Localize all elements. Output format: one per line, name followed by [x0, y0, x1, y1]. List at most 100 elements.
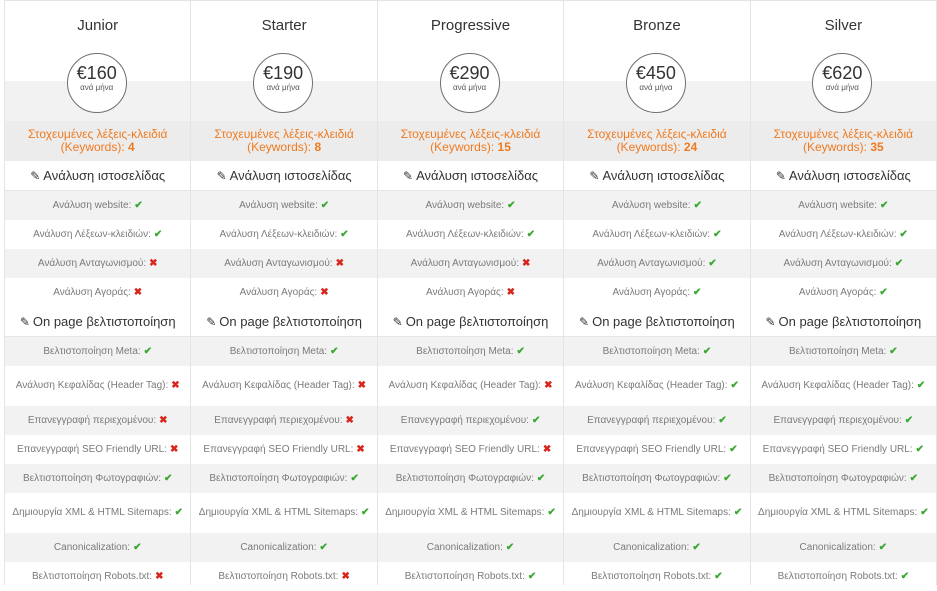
- check-icon: ✔: [714, 570, 723, 582]
- feature-label: Ανάλυση Λέξεων-κλειδιών:: [592, 228, 711, 240]
- feature-text: Επανεγγραφή SEO Friendly URL: ✖: [203, 444, 364, 456]
- plan-name: Progressive: [430, 17, 511, 34]
- feature-text: Βελτιστοποίηση Meta: ✔: [416, 346, 525, 358]
- feature-text: Ανάλυση Ανταγωνισμού: ✖: [224, 258, 344, 270]
- edit-icon: ✎: [392, 314, 403, 329]
- check-icon: ✔: [713, 228, 722, 240]
- check-icon: ✔: [909, 472, 919, 484]
- keywords-row: Στοχευμένες λέξεις-κλειδιά (Keywords): 3…: [750, 121, 937, 161]
- edit-icon: ✎: [403, 168, 414, 183]
- keywords-row: Στοχευμένες λέξεις-κλειδιά (Keywords): 1…: [377, 121, 564, 161]
- plan-name: Starter: [261, 17, 307, 34]
- feature-row: Επανεγγραφή SEO Friendly URL: ✖: [377, 435, 564, 464]
- plan-column-junior: Junior €160 ανά μήνα Στοχευμένες λέξεις-…: [4, 0, 192, 591]
- feature-label: Ανάλυση Λέξεων-κλειδιών:: [405, 228, 524, 240]
- feature-row: Βελτιστοποίηση Robots.txt: ✖: [5, 562, 191, 591]
- feature-label: Βελτιστοποίηση Robots.txt:: [591, 570, 712, 582]
- feature-text: Ανάλυση Ανταγωνισμού: ✖: [38, 258, 158, 270]
- keywords-text: Στοχευμένες λέξεις-κλειδιά (Keywords): 3…: [755, 128, 932, 154]
- feature-text: Δημιουργία XML & HTML Sitemaps: ✔: [385, 507, 556, 519]
- feature-label: Ανάλυση Αγοράς:: [53, 286, 131, 298]
- feature-label: Βελτιστοποίηση Φωτογραφιών:: [768, 472, 907, 484]
- feature-row: Canonicalization: ✔: [377, 533, 564, 562]
- feature-row: Βελτιστοποίηση Meta: ✔: [5, 337, 191, 366]
- feature-text: Ανάλυση Κεφαλίδας (Header Tag): ✖: [202, 380, 366, 392]
- feature-row: Ανάλυση Λέξεων-κλειδιών: ✔: [750, 220, 937, 249]
- feature-text: Ανάλυση website: ✔: [425, 200, 515, 212]
- section-title: On page βελτιστοποίηση: [405, 313, 549, 329]
- feature-label: Βελτιστοποίηση Meta:: [229, 345, 328, 357]
- edit-icon: ✎: [30, 168, 41, 183]
- feature-text: Βελτιστοποίηση Robots.txt: ✔: [405, 571, 537, 583]
- feature-label: Επανεγγραφή περιεχομένου:: [773, 414, 902, 426]
- feature-text: Ανάλυση Λέξεων-κλειδιών: ✔: [33, 229, 162, 241]
- feature-label: Βελτιστοποίηση Meta:: [416, 345, 514, 357]
- plan-price: €450: [635, 63, 676, 83]
- feature-text: Επανεγγραφή περιεχομένου: ✖: [28, 415, 168, 427]
- feature-row: Ανάλυση Κεφαλίδας (Header Tag): ✖: [5, 366, 191, 406]
- price-band: €160 ανά μήνα: [5, 53, 191, 121]
- feature-label: Επανεγγραφή περιεχομένου:: [27, 414, 157, 426]
- feature-label: Ανάλυση website:: [798, 199, 877, 211]
- feature-row: Επανεγγραφή SEO Friendly URL: ✔: [564, 435, 750, 464]
- feature-text: Επανεγγραφή SEO Friendly URL: ✖: [17, 444, 178, 456]
- feature-text: Δημιουργία XML & HTML Sitemaps: ✔: [12, 507, 183, 519]
- price-period: ανά μήνα: [825, 83, 859, 92]
- feature-text: Canonicalization: ✔: [427, 542, 515, 554]
- feature-row: Ανάλυση Αγοράς: ✖: [191, 278, 377, 307]
- feature-text: Ανάλυση website: ✔: [798, 200, 888, 212]
- feature-text: Ανάλυση Λέξεων-κλειδιών: ✔: [220, 229, 349, 241]
- feature-row: Ανάλυση Κεφαλίδας (Header Tag): ✔: [750, 366, 937, 406]
- feature-row: Ανάλυση Ανταγωνισμού: ✖: [377, 249, 564, 278]
- plan-column-silver: Silver €620 ανά μήνα Στοχευμένες λέξεις-…: [750, 0, 937, 591]
- feature-label: Δημιουργία XML & HTML Sitemaps:: [758, 507, 918, 518]
- section-on-page: ✎ On page βελτιστοποίηση: [191, 307, 377, 337]
- feature-label: Ανάλυση website:: [239, 199, 318, 211]
- feature-row: Επανεγγραφή SEO Friendly URL: ✖: [5, 435, 191, 464]
- feature-row: Ανάλυση website: ✔: [750, 191, 937, 220]
- feature-text: Βελτιστοποίηση Meta: ✔: [43, 346, 152, 358]
- feature-text: Δημιουργία XML & HTML Sitemaps: ✔: [758, 507, 929, 519]
- feature-row: Ανάλυση Λέξεων-κλειδιών: ✔: [191, 220, 377, 249]
- feature-row: Επανεγγραφή περιεχομένου: ✖: [5, 406, 191, 435]
- plan-price: €160: [76, 63, 117, 83]
- feature-label: Canonicalization:: [426, 541, 503, 553]
- check-icon: ✔: [879, 286, 888, 298]
- feature-text: Επανεγγραφή SEO Friendly URL: ✔: [576, 444, 737, 456]
- feature-row: Δημιουργία XML & HTML Sitemaps: ✔: [377, 493, 564, 533]
- check-icon: ✔: [526, 228, 536, 240]
- keywords-label: Στοχευμένες λέξεις-κλειδιά (Keywords):: [214, 127, 354, 154]
- check-icon: ✔: [340, 228, 349, 240]
- feature-text: Ανάλυση Λέξεων-κλειδιών: ✔: [779, 229, 908, 241]
- plan-name: Bronze: [633, 17, 681, 34]
- feature-label: Canonicalization:: [53, 541, 131, 553]
- feature-label: Επανεγγραφή SEO Friendly URL:: [389, 443, 540, 455]
- feature-label: Ανάλυση Αγοράς:: [798, 286, 877, 298]
- feature-text: Ανάλυση Λέξεων-κλειδιών: ✔: [406, 229, 535, 241]
- plan-name: Junior: [77, 17, 119, 34]
- feature-text: Βελτιστοποίηση Robots.txt: ✖: [32, 571, 164, 583]
- section-site-analysis: ✎ Ανάλυση ιστοσελίδας: [5, 161, 191, 191]
- feature-text: Ανάλυση Αγοράς: ✖: [240, 287, 329, 299]
- feature-label: Ανάλυση website:: [611, 199, 691, 211]
- check-icon: ✔: [916, 380, 926, 391]
- keywords-row: Στοχευμένες λέξεις-κλειδιά (Keywords): 8: [191, 121, 377, 161]
- check-icon: ✔: [527, 570, 537, 582]
- feature-row: Επανεγγραφή περιεχομένου: ✖: [191, 406, 377, 435]
- cross-icon: ✖: [335, 257, 344, 269]
- keywords-row: Στοχευμένες λέξεις-κλειδιά (Keywords): 4: [5, 121, 191, 161]
- check-icon: ✔: [319, 541, 328, 553]
- feature-label: Canonicalization:: [613, 541, 690, 553]
- feature-row: Βελτιστοποίηση Meta: ✔: [564, 337, 750, 366]
- price-band: €450 ανά μήνα: [564, 53, 750, 121]
- feature-label: Ανάλυση Κεφαλίδας (Header Tag):: [761, 380, 914, 391]
- check-icon: ✔: [361, 507, 370, 518]
- section-title: On page βελτιστοποίηση: [219, 313, 362, 329]
- cross-icon: ✖: [170, 443, 179, 455]
- keywords-text: Στοχευμένες λέξεις-κλειδιά (Keywords): 4: [9, 128, 186, 154]
- feature-row: Canonicalization: ✔: [5, 533, 191, 562]
- feature-label: Βελτιστοποίηση Φωτογραφιών:: [22, 472, 162, 484]
- feature-row: Βελτιστοποίηση Meta: ✔: [750, 337, 937, 366]
- check-icon: ✔: [153, 228, 163, 240]
- feature-text: Canonicalization: ✔: [800, 542, 888, 554]
